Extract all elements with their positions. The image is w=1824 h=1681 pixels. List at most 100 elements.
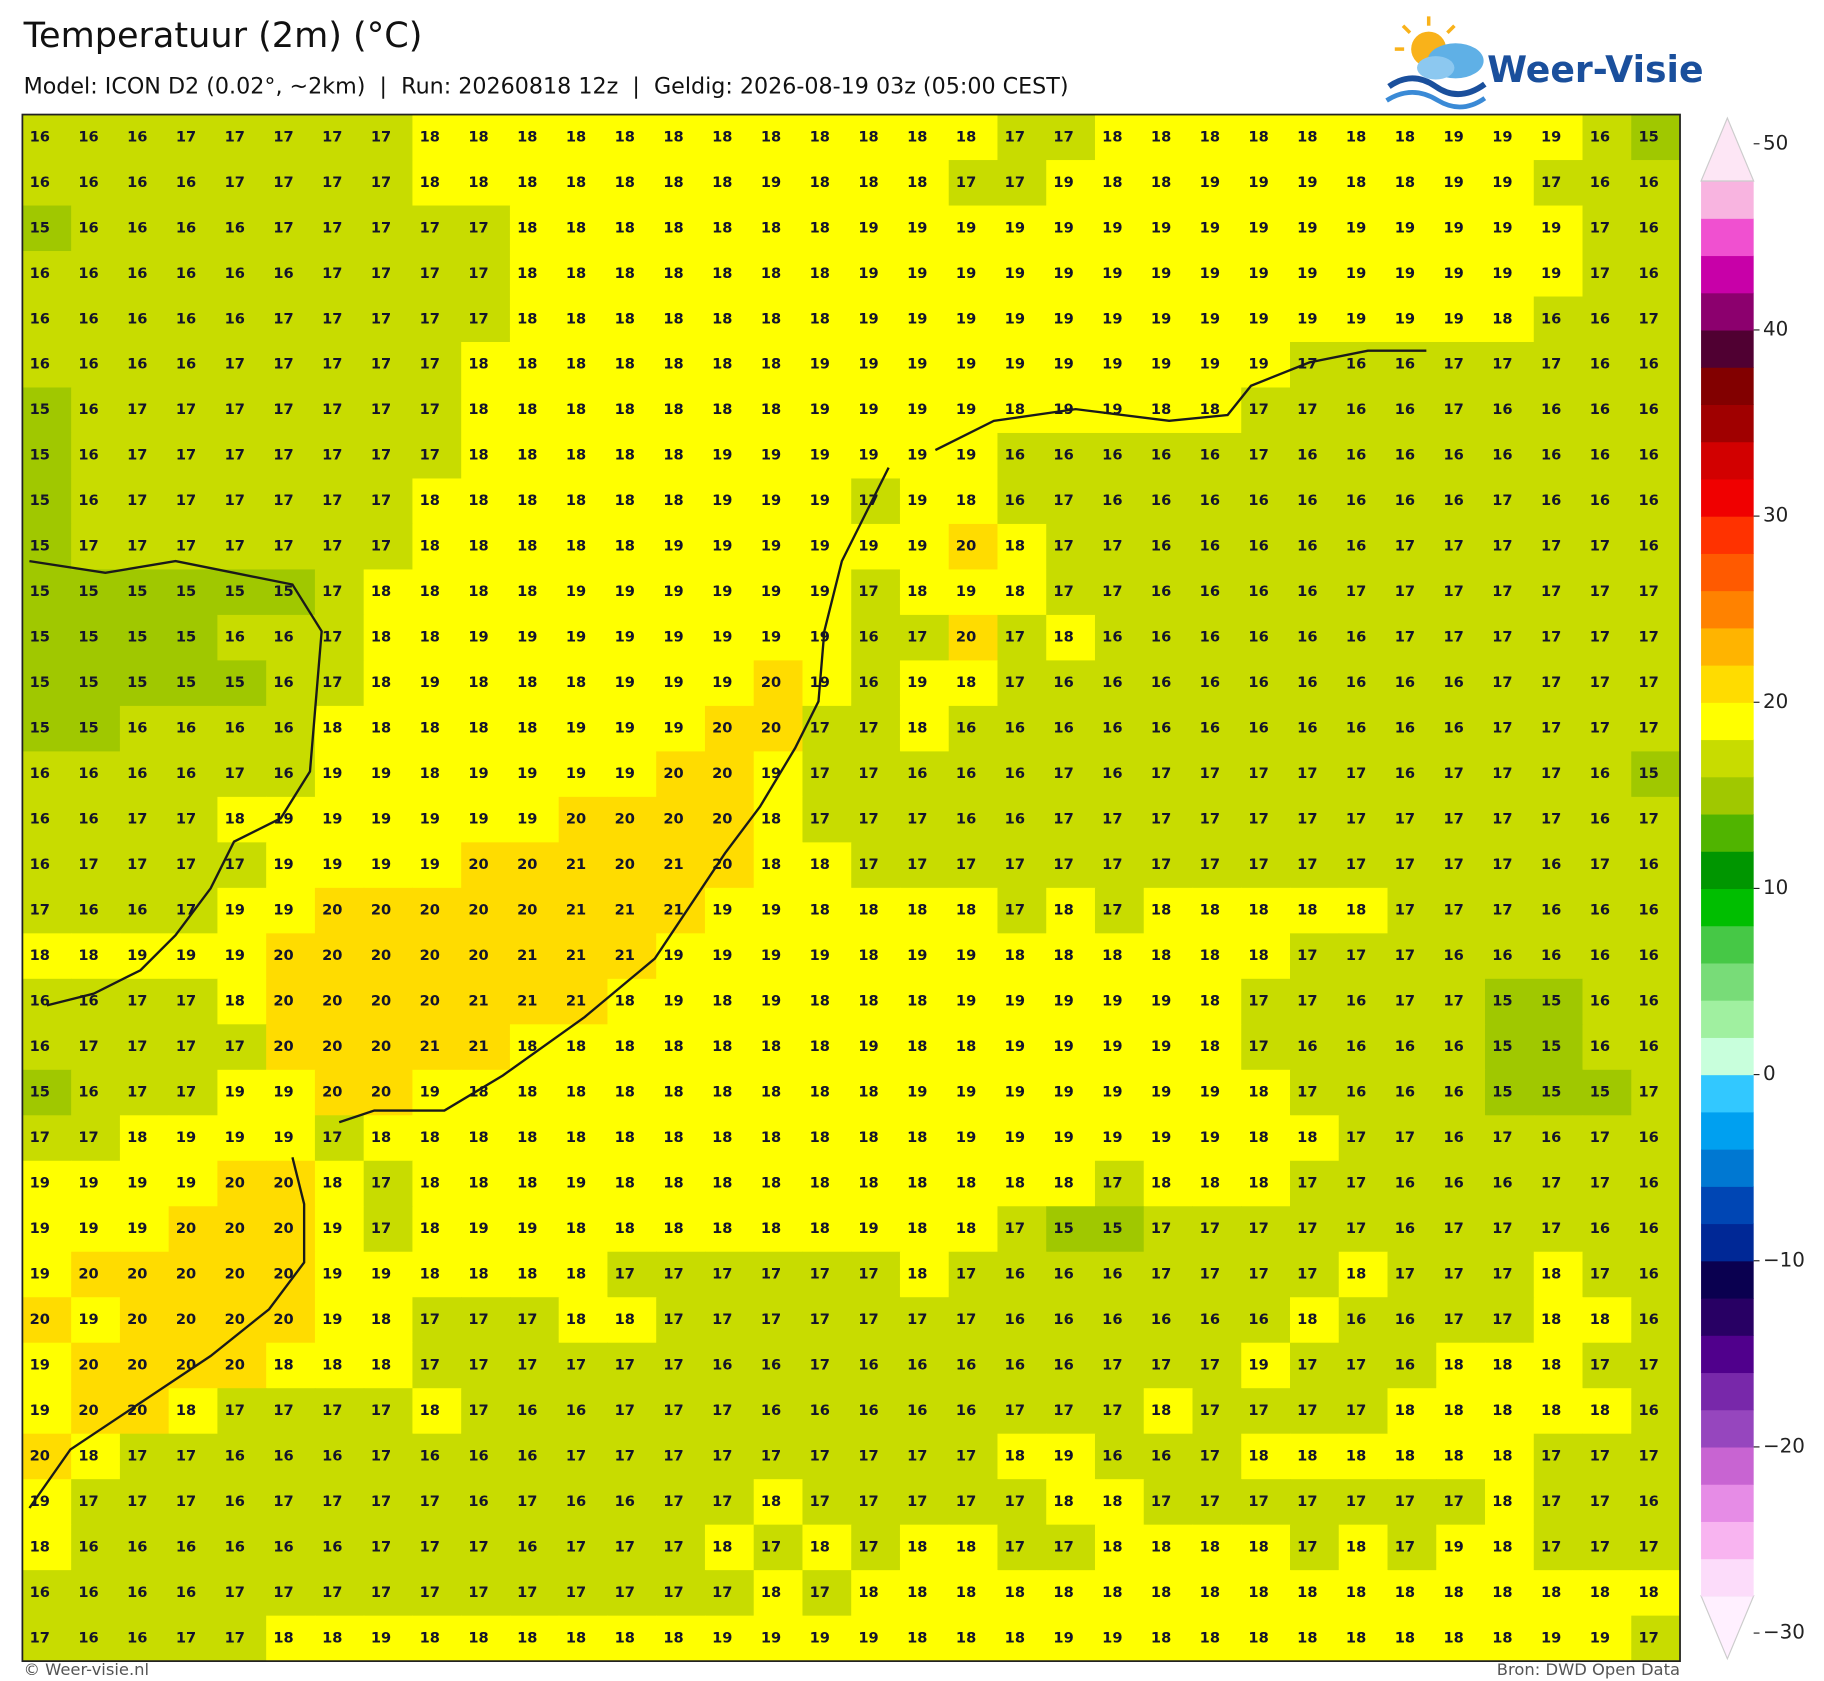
- temperature-cell: [753, 887, 804, 934]
- temperature-label: 17: [1005, 128, 1025, 145]
- temperature-label: 17: [127, 538, 147, 555]
- temperature-cell: [704, 205, 755, 252]
- temperature-label: 18: [810, 310, 830, 327]
- temperature-cell: [1631, 614, 1681, 661]
- temperature-cell: [1192, 842, 1242, 889]
- temperature-cell: [899, 296, 950, 343]
- temperature-label: 19: [30, 1220, 50, 1237]
- temperature-cell: [802, 978, 852, 1025]
- temperature-label: 16: [1492, 1175, 1512, 1192]
- temperature-label: 19: [858, 310, 878, 327]
- temperature-label: 18: [1297, 1311, 1317, 1328]
- temperature-label: 17: [1443, 1220, 1463, 1237]
- temperature-label: 16: [1443, 1175, 1463, 1192]
- temperature-cell: [1338, 614, 1389, 661]
- temperature-cell: [119, 387, 170, 434]
- temperature-label: 19: [1053, 1447, 1073, 1464]
- temperature-cell: [412, 569, 462, 616]
- temperature-cell: [1192, 523, 1242, 571]
- temperature-label: 17: [1590, 674, 1610, 691]
- temperature-label: 18: [663, 174, 683, 191]
- temperature-label: 17: [420, 1311, 440, 1328]
- temperature-label: 16: [1638, 538, 1658, 555]
- temperature-label: 19: [1102, 1629, 1122, 1646]
- temperature-cell: [656, 1069, 706, 1116]
- temperature-label: 17: [566, 1356, 586, 1373]
- temperature-cell: [1241, 751, 1291, 798]
- temperature-cell: [412, 432, 462, 480]
- temperature-label: 21: [615, 947, 635, 964]
- temperature-label: 18: [761, 310, 781, 327]
- temperature-cell: [119, 978, 170, 1025]
- temperature-label: 18: [1492, 1538, 1512, 1555]
- temperature-label: 16: [273, 765, 293, 782]
- temperature-label: 16: [858, 1356, 878, 1373]
- temperature-cell: [412, 296, 462, 343]
- temperature-label: 16: [78, 1629, 98, 1646]
- temperature-cell: [461, 660, 511, 707]
- temperature-label: 18: [1151, 401, 1171, 418]
- temperature-label: 17: [1541, 1220, 1561, 1237]
- temperature-label: 19: [1151, 356, 1171, 373]
- temperature-cell: [412, 978, 462, 1025]
- temperature-label: 18: [566, 538, 586, 555]
- colorbar-tick-label: −20: [1763, 1434, 1805, 1457]
- temperature-label: 19: [1053, 174, 1073, 191]
- temperature-cell: [22, 341, 72, 389]
- temperature-label: 17: [371, 538, 391, 555]
- temperature-cell: [1485, 705, 1535, 752]
- temperature-label: 18: [663, 492, 683, 509]
- temperature-label: 18: [1297, 1629, 1317, 1646]
- temperature-label: 19: [322, 1265, 342, 1282]
- temperature-label: 19: [566, 765, 586, 782]
- temperature-cell: [412, 887, 462, 934]
- temperature-cell: [1485, 387, 1535, 434]
- temperature-cell: [1436, 296, 1486, 343]
- temperature-label: 19: [761, 947, 781, 964]
- temperature-cell: [168, 1069, 219, 1116]
- temperature-label: 19: [1248, 174, 1268, 191]
- temperature-label: 18: [78, 1447, 98, 1464]
- temperature-label: 19: [517, 629, 537, 646]
- temperature-cell: [1241, 887, 1291, 934]
- temperature-label: 20: [663, 811, 683, 828]
- temperature-label: 18: [1443, 1402, 1463, 1419]
- temperature-label: 17: [1053, 1538, 1073, 1555]
- temperature-label: 18: [663, 265, 683, 282]
- temperature-label: 18: [712, 1129, 732, 1146]
- colorbar-segment: [1701, 1260, 1754, 1299]
- temperature-cell: [1533, 1069, 1584, 1116]
- temperature-cell: [1338, 705, 1389, 752]
- temperature-label: 19: [78, 1311, 98, 1328]
- temperature-cell: [851, 887, 901, 934]
- temperature-label: 17: [1151, 856, 1171, 873]
- temperature-cell: [1436, 387, 1486, 434]
- colorbar-segment: [1701, 1335, 1754, 1374]
- temperature-label: 18: [615, 219, 635, 236]
- temperature-cell: [656, 705, 706, 752]
- temperature-label: 16: [858, 674, 878, 691]
- temperature-label: 17: [322, 447, 342, 464]
- temperature-label: 18: [712, 993, 732, 1010]
- temperature-label: 16: [1590, 310, 1610, 327]
- temperature-label: 20: [127, 1311, 147, 1328]
- temperature-cell: [168, 796, 219, 843]
- temperature-cell: [558, 705, 609, 752]
- temperature-label: 17: [907, 1493, 927, 1510]
- temperature-label: 17: [1395, 811, 1415, 828]
- colorbar-segment: [1701, 404, 1754, 443]
- temperature-label: 16: [127, 310, 147, 327]
- temperature-cell: [412, 523, 462, 571]
- temperature-label: 18: [1346, 128, 1366, 145]
- temperature-label: 19: [1200, 310, 1220, 327]
- temperature-label: 17: [1590, 583, 1610, 600]
- temperature-label: 19: [956, 356, 976, 373]
- temperature-cell: [1338, 160, 1389, 207]
- temperature-label: 17: [127, 401, 147, 418]
- temperature-cell: [1241, 614, 1291, 661]
- temperature-cell: [607, 933, 657, 980]
- temperature-cell: [1046, 1024, 1096, 1071]
- temperature-label: 19: [1053, 1038, 1073, 1055]
- temperature-cell: [22, 251, 72, 298]
- temperature-cell: [899, 205, 950, 252]
